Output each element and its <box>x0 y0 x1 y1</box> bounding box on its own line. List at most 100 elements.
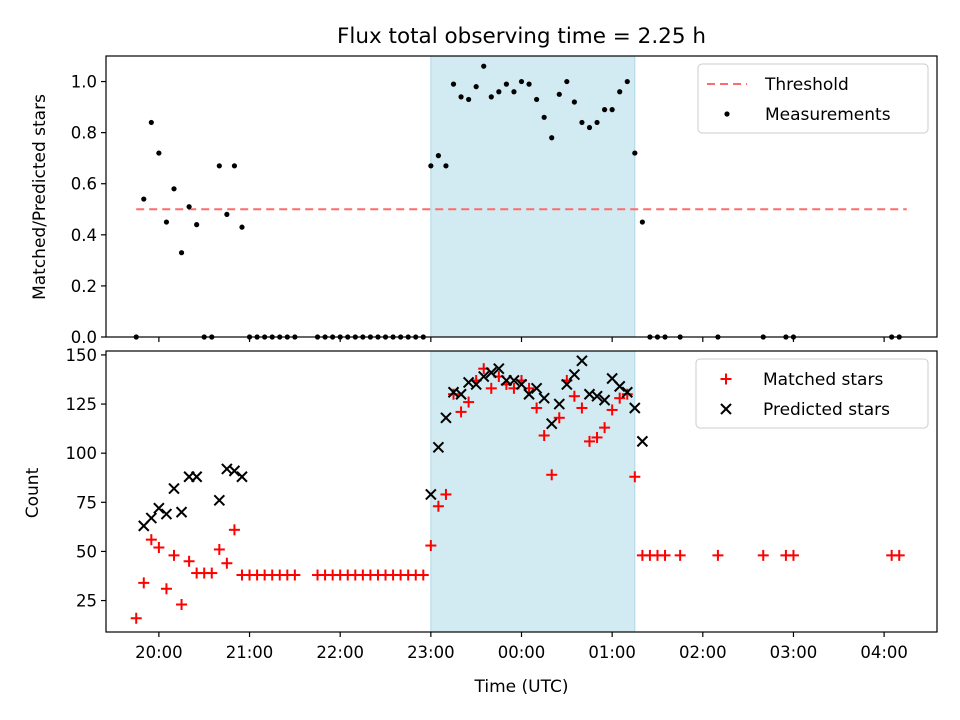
matched-star-point <box>440 488 452 500</box>
measurement-point <box>239 224 245 230</box>
predicted-star-point <box>553 398 565 410</box>
x-marker-b <box>440 412 452 424</box>
matched-star-point <box>531 402 543 414</box>
predicted-star-point <box>190 471 203 483</box>
measurement-point <box>488 94 494 100</box>
predicted-star-point <box>538 392 550 404</box>
x-marker-b <box>153 502 165 514</box>
x-marker-b <box>432 441 445 453</box>
top-legend: Threshold Measurements <box>697 63 929 134</box>
measurement-point <box>549 135 555 141</box>
measurement-point <box>156 150 162 156</box>
y-tick-label: 0.6 <box>71 175 97 194</box>
x-marker-b <box>236 471 248 483</box>
measurement-point <box>571 99 577 105</box>
predicted-star-point <box>153 502 165 514</box>
measurement-point <box>141 196 147 202</box>
x-marker-b <box>160 508 173 520</box>
x-tick-label: 21:00 <box>226 643 274 662</box>
bottom-x-axis: 20:00 21:00 22:00 23:00 00:00 01:00 02:00 03:00… <box>135 632 908 662</box>
predicted-star-point <box>621 386 633 398</box>
predicted-star-point <box>508 374 520 387</box>
x-tick-label: 02:00 <box>679 643 727 662</box>
predicted-legend-marker <box>720 403 732 415</box>
bottom-legend-box <box>695 358 929 429</box>
bottom-y-axis: 25 50 75 100 125 150 <box>66 346 106 611</box>
measurement-point <box>526 81 532 87</box>
matched-star-point <box>289 569 301 581</box>
y-tick-label: 0.4 <box>71 226 97 245</box>
matched-star-point <box>463 396 475 408</box>
matched-star-point <box>614 392 626 404</box>
measurement-point <box>216 163 222 169</box>
measurement-point <box>171 186 177 192</box>
measurement-point <box>481 63 487 69</box>
matched-star-point <box>629 471 641 483</box>
predicted-star-point <box>228 465 241 477</box>
predicted-star-point <box>598 394 611 406</box>
x-marker-b <box>228 465 241 477</box>
x-marker-b <box>598 394 611 406</box>
predicted-star-point <box>168 482 180 495</box>
predicted-star-point <box>523 388 535 400</box>
predicted-star-point <box>236 471 248 483</box>
matched-legend-marker <box>720 373 732 385</box>
y-tick-label: 0.2 <box>71 277 97 296</box>
x-marker-b <box>636 435 649 448</box>
predicted-star-point <box>493 362 505 375</box>
x-marker-b <box>175 506 188 518</box>
x-marker-b <box>508 374 520 387</box>
measurement-point <box>632 150 638 156</box>
top-x-ticks <box>158 337 885 342</box>
matched-star-point <box>228 524 240 536</box>
measurement-point <box>602 107 608 113</box>
measurement-point <box>594 119 600 126</box>
measurement-point <box>556 91 562 97</box>
predicted-star-point <box>614 380 626 393</box>
y-tick-label: 25 <box>76 592 97 611</box>
measurements-legend-swatch <box>724 111 730 117</box>
measurement-point <box>224 211 230 217</box>
matched-star-point <box>583 435 595 447</box>
predicted-star-point <box>636 435 649 448</box>
x-marker-b <box>530 382 543 395</box>
predicted-legend-label: Predicted stars <box>763 400 890 420</box>
x-marker-b <box>591 390 603 402</box>
measurement-point <box>194 222 200 228</box>
matched-star-point <box>485 382 497 394</box>
measurement-point <box>586 124 593 131</box>
matched-star-point <box>448 388 460 400</box>
x-marker-b <box>568 368 581 381</box>
matched-star-point <box>213 543 225 555</box>
matched-star-point <box>621 388 633 400</box>
predicted-star-point <box>425 488 437 501</box>
top-highlight-span <box>430 55 636 338</box>
measurements-legend-label: Measurements <box>765 105 891 125</box>
measurement-point <box>496 89 502 95</box>
x-marker-b <box>614 380 626 393</box>
matched-star-point <box>568 390 580 402</box>
matched-star-point <box>674 549 686 561</box>
matched-star-point <box>553 412 565 424</box>
x-marker-b <box>621 386 633 398</box>
x-marker-b <box>425 488 437 501</box>
x-tick-label: 01:00 <box>588 643 636 662</box>
matched-star-point <box>176 598 188 610</box>
x-marker-b <box>455 388 467 400</box>
x-marker-b <box>168 482 180 495</box>
bottom-panel: 25 50 75 100 125 150 20:00 21:00 22:00 23:00 00:0… <box>23 346 938 697</box>
matched-star-point <box>221 557 233 569</box>
predicted-star-point <box>591 390 603 402</box>
measurement-point <box>518 78 525 85</box>
predicted-star-point <box>576 355 588 367</box>
x-tick-label: 22:00 <box>316 643 364 662</box>
predicted-star-point <box>546 417 558 430</box>
matched-star-point <box>591 431 603 443</box>
measurement-point <box>443 163 449 169</box>
y-tick-label: 50 <box>76 542 97 561</box>
measurement-point <box>186 204 192 210</box>
x-marker-b <box>538 392 550 404</box>
matched-legend-label: Matched stars <box>763 370 883 390</box>
matched-star-point <box>538 429 550 441</box>
top-legend-box <box>697 63 929 134</box>
